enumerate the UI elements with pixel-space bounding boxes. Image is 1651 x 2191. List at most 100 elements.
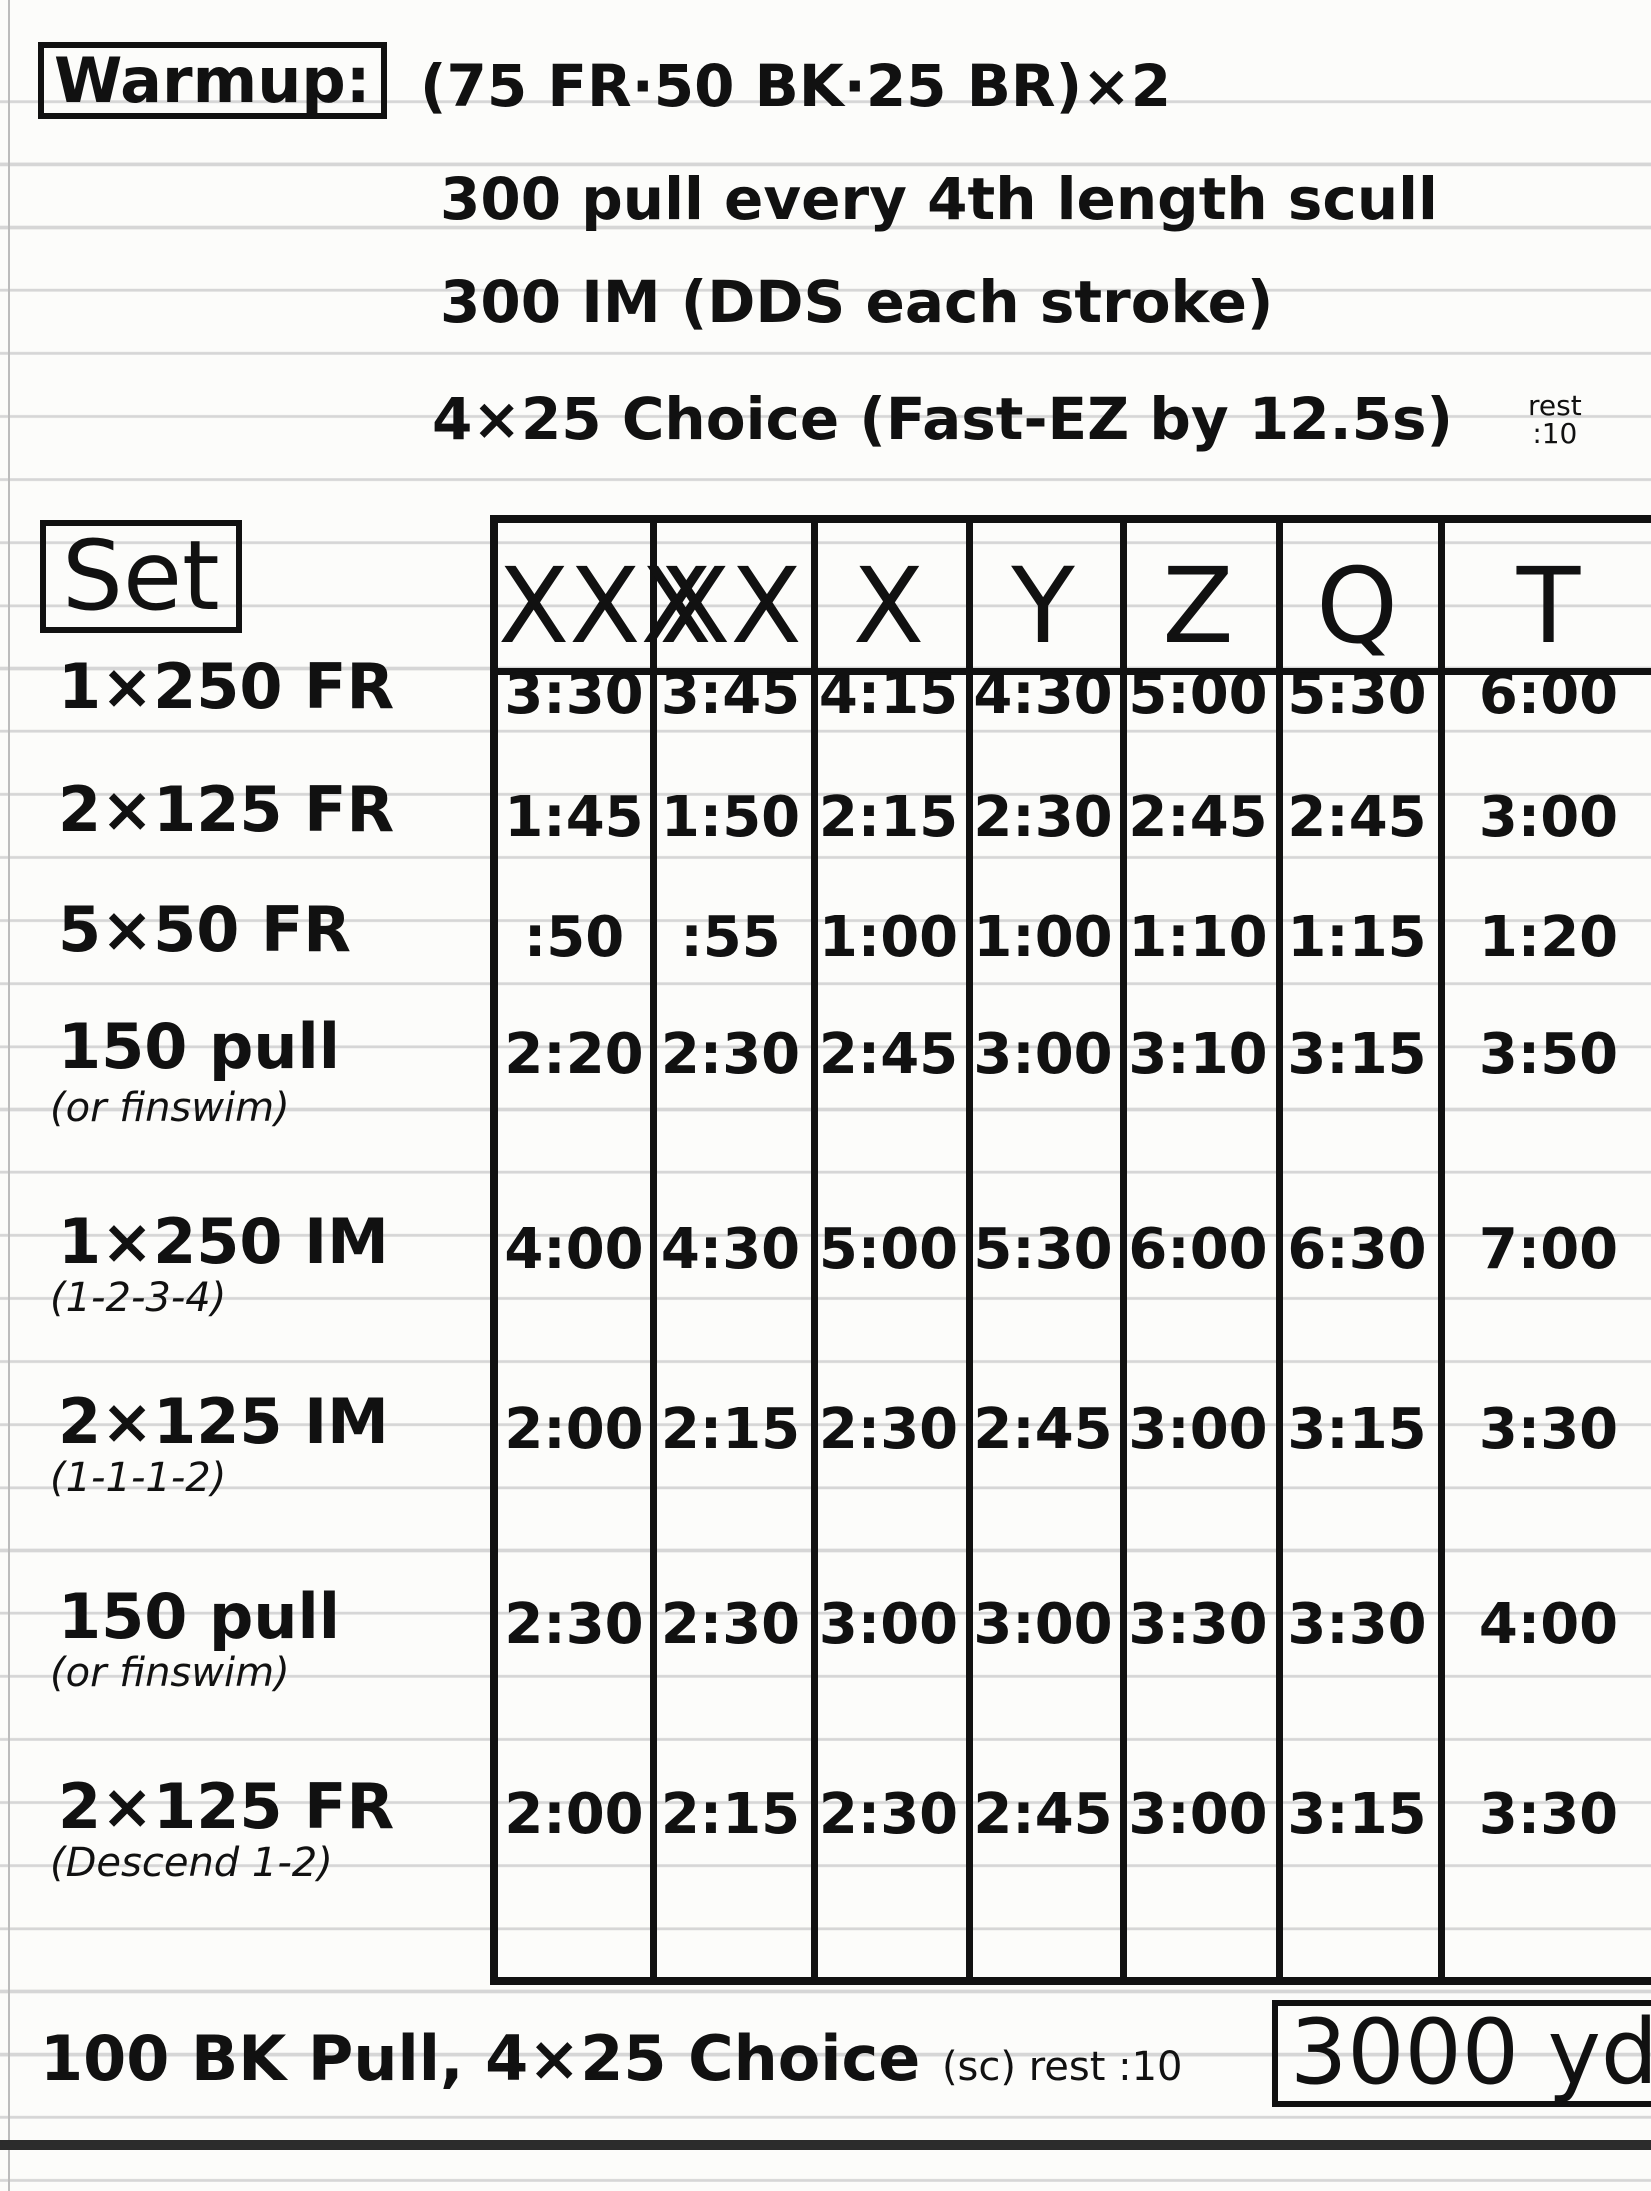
interval-cell: 1:10 [1128,905,1268,970]
interval-cell: 3:00 [1478,785,1619,850]
interval-cell: 6:30 [1287,1217,1427,1282]
paper-margin-line [8,0,10,2191]
warmup-title: Warmup: [38,42,387,120]
header-divider [498,668,1651,675]
interval-cell: 2:45 [1287,785,1427,850]
interval-cell: 3:15 [1287,1397,1427,1462]
interval-cell: 1:20 [1478,905,1619,970]
row-label: 2×125 IM [58,1385,389,1458]
warmup-rest-note: rest :10 [1528,392,1582,448]
interval-cell: 1:00 [973,905,1113,970]
interval-cell: 2:30 [818,1782,959,1847]
interval-cell: 3:00 [1128,1397,1268,1462]
group-header-z: Z [1162,545,1234,667]
interval-cell: 2:30 [504,1592,644,1657]
row-sublabel: (Descend 1-2) [50,1840,333,1886]
warmup-rest-value: :10 [1532,417,1578,450]
column-divider [1276,523,1283,1977]
interval-cell: 2:20 [504,1022,644,1087]
interval-cell: 3:30 [1478,1782,1619,1847]
warmup-line-2: 300 pull every 4th length scull [440,165,1438,233]
row-label: 1×250 FR [58,650,395,723]
interval-cell: 3:30 [1128,1592,1268,1657]
page-bottom-edge [0,2140,1651,2150]
interval-cell: :55 [680,905,781,970]
interval-cell: 2:45 [973,1397,1113,1462]
warmup-line-4: 4×25 Choice (Fast-EZ by 12.5s) [432,385,1454,453]
interval-cell: 7:00 [1478,1217,1619,1282]
interval-cell: 2:45 [973,1782,1113,1847]
interval-cell: 3:15 [1287,1782,1427,1847]
cooldown-line: 100 BK Pull, 4×25 Choice (sc) rest :10 [40,2022,1183,2095]
row-label: 2×125 FR [58,1770,395,1843]
pace-table: XXX XX X Y Z Q T 3:30 3:45 4:15 4:30 5:00 5:30 6:00 1:… [490,515,1651,1985]
group-header-t: T [1516,545,1581,667]
row-label: 150 pull [58,1010,341,1083]
interval-cell: 5:30 [973,1217,1113,1282]
row-label: 5×50 FR [58,893,352,966]
interval-cell: 4:30 [973,662,1113,727]
row-label: 2×125 FR [58,773,395,846]
warmup-rest-label: rest [1528,389,1582,422]
interval-cell: 2:30 [973,785,1113,850]
interval-cell: 4:00 [1478,1592,1619,1657]
interval-cell: 2:00 [504,1782,644,1847]
interval-cell: 3:30 [1478,1397,1619,1462]
total-yardage: 3000 yd [1272,2000,1651,2107]
interval-cell: :50 [523,905,625,970]
interval-cell: 2:00 [504,1397,644,1462]
interval-cell: 3:15 [1287,1022,1427,1087]
interval-cell: 2:45 [818,1022,959,1087]
column-divider [650,523,657,1977]
interval-cell: 3:50 [1478,1022,1619,1087]
interval-cell: 5:00 [1128,662,1268,727]
column-divider [1120,523,1127,1977]
interval-cell: 3:00 [1128,1782,1268,1847]
group-header-y: Y [1011,545,1075,667]
interval-cell: 3:10 [1128,1022,1268,1087]
group-header-xxx: XXX [498,545,712,667]
cooldown-main: 100 BK Pull, 4×25 Choice [40,2022,921,2095]
interval-cell: 2:15 [818,785,959,850]
interval-cell: 2:15 [660,1782,801,1847]
group-header-q: Q [1316,545,1398,667]
row-sublabel: (or finswim) [50,1085,290,1131]
interval-cell: 5:30 [1287,662,1427,727]
interval-cell: 2:15 [660,1397,801,1462]
group-header-xx: XX [659,545,802,667]
column-divider [966,523,973,1977]
interval-cell: 4:15 [818,662,959,727]
interval-cell: 6:00 [1478,662,1619,727]
interval-cell: 3:00 [818,1592,959,1657]
group-header-x: X [852,545,925,667]
column-divider [811,523,818,1977]
interval-cell: 1:00 [818,905,959,970]
row-sublabel: (1-1-1-2) [50,1455,227,1501]
interval-cell: 6:00 [1128,1217,1268,1282]
interval-cell: 4:00 [504,1217,644,1282]
row-label: 150 pull [58,1580,341,1653]
cooldown-rest: (sc) rest :10 [941,2044,1183,2090]
interval-cell: 3:30 [504,662,644,727]
interval-cell: 2:30 [660,1592,801,1657]
interval-cell: 2:30 [818,1397,959,1462]
interval-cell: 3:30 [1287,1592,1427,1657]
warmup-line-1: (75 FR·50 BK·25 BR)×2 [420,52,1172,120]
interval-cell: 5:00 [818,1217,959,1282]
interval-cell: 3:45 [660,662,801,727]
interval-cell: 2:45 [1128,785,1268,850]
interval-cell: 4:30 [660,1217,801,1282]
set-title: Set [40,520,242,633]
interval-cell: 3:00 [973,1022,1113,1087]
interval-cell: 1:15 [1287,905,1427,970]
warmup-line-3: 300 IM (DDS each stroke) [440,268,1274,336]
column-divider [1438,523,1445,1977]
row-label: 1×250 IM [58,1205,389,1278]
row-sublabel: (or finswim) [50,1650,290,1696]
interval-cell: 1:45 [504,785,644,850]
row-sublabel: (1-2-3-4) [50,1275,227,1321]
interval-cell: 2:30 [660,1022,801,1087]
interval-cell: 3:00 [973,1592,1113,1657]
interval-cell: 1:50 [660,785,801,850]
